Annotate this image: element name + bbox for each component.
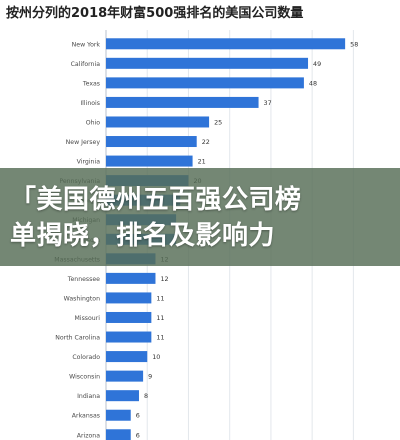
bar xyxy=(106,292,152,304)
category-label: Arizona xyxy=(77,432,100,439)
value-label: 11 xyxy=(156,294,164,302)
banner-line-1: 「美国德州五百强公司榜 xyxy=(10,185,302,215)
bar xyxy=(106,370,144,382)
bar xyxy=(106,429,131,440)
category-label: North Carolina xyxy=(55,335,100,342)
category-label: Wisconsin xyxy=(69,374,100,381)
value-label: 37 xyxy=(264,99,272,107)
value-label: 25 xyxy=(214,118,222,126)
category-label: Washington xyxy=(64,295,100,302)
value-label: 6 xyxy=(136,412,140,420)
category-label: Tennessee xyxy=(67,276,100,283)
bar xyxy=(106,116,210,128)
category-label: California xyxy=(71,61,101,68)
category-label: Ohio xyxy=(86,119,101,126)
bar xyxy=(106,409,131,421)
value-label: 10 xyxy=(152,353,160,361)
value-label: 11 xyxy=(156,334,164,342)
category-label: Indiana xyxy=(77,393,100,400)
bar xyxy=(106,57,309,69)
category-label: Texas xyxy=(82,80,100,87)
category-label: Virginia xyxy=(77,159,101,166)
category-label: New Jersey xyxy=(66,139,101,146)
bar xyxy=(106,390,139,402)
category-label: Colorado xyxy=(72,354,100,361)
category-label: New York xyxy=(72,41,101,48)
bar xyxy=(106,155,193,167)
value-label: 11 xyxy=(156,314,164,322)
bar xyxy=(106,351,148,363)
value-label: 22 xyxy=(202,138,210,146)
value-label: 9 xyxy=(148,373,152,381)
value-label: 12 xyxy=(160,275,168,283)
category-label: Missouri xyxy=(75,315,101,322)
value-label: 6 xyxy=(136,431,140,439)
overlay-banner: 「美国德州五百强公司榜 单揭晓，排名及影响力 xyxy=(0,168,400,266)
bar xyxy=(106,77,304,89)
value-label: 48 xyxy=(309,79,317,87)
category-label: Arkansas xyxy=(72,413,100,420)
bar xyxy=(106,272,156,284)
category-label: Illinois xyxy=(80,100,100,107)
banner-line-2: 单揭晓，排名及影响力 xyxy=(10,221,276,251)
bar xyxy=(106,38,346,50)
value-label: 49 xyxy=(313,60,321,68)
chart-title: 按州分列的2018年财富500强排名的美国公司数量 xyxy=(6,6,304,21)
bar xyxy=(106,136,197,148)
value-label: 8 xyxy=(144,392,148,400)
value-label: 21 xyxy=(198,158,206,166)
bar xyxy=(106,96,259,108)
value-label: 58 xyxy=(350,40,358,48)
bar xyxy=(106,331,152,343)
bar xyxy=(106,311,152,323)
